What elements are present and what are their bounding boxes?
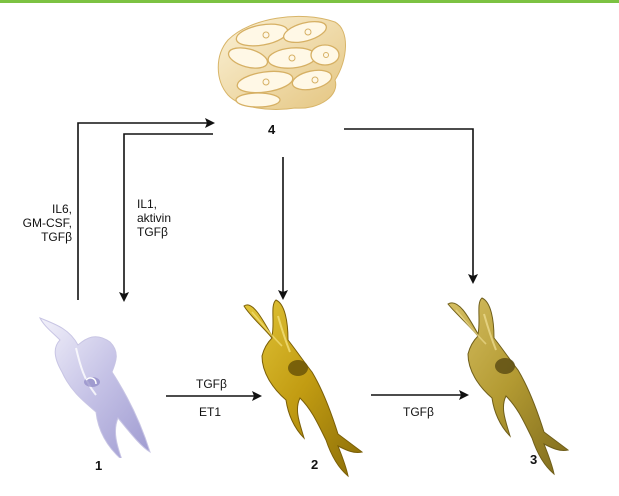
arrow-n4-to-n3 [344, 128, 478, 284]
node1-cell [38, 317, 151, 462]
edge-label-n1-n2-above: TGFβ [196, 377, 227, 391]
edge-label-n4-n1: IL1, aktivin TGFβ [137, 197, 171, 239]
edge-label-n1-n4: IL6, GM-CSF, TGFβ [4, 202, 72, 244]
node4-label-box [215, 113, 343, 147]
node1-label: 1 [95, 458, 103, 473]
edge-label-n4-n1-line3: TGFβ [137, 225, 168, 239]
edge-label-n1-n4-line1: IL6, [51, 202, 72, 216]
edge-label-n1-n2-below: ET1 [199, 405, 222, 419]
edge-label-n1-n4-line3: TGFβ [41, 230, 72, 244]
node4-cell-cluster [217, 16, 346, 110]
node1-label-box [61, 458, 171, 491]
node2-label: 2 [311, 457, 319, 472]
node2-cell [243, 299, 364, 478]
edge-label-n4-n1-line1: IL1, [137, 197, 158, 211]
top-band [0, 0, 619, 3]
edge-label-n4-n1-line2: aktivin [137, 211, 172, 225]
node3-cell [447, 297, 570, 476]
edge-label-n1-n4-line2: GM-CSF, [22, 216, 72, 230]
edge-label-n2-n3: TGFβ [403, 405, 434, 419]
node3-label: 3 [530, 452, 538, 467]
node4-label: 4 [268, 122, 276, 137]
arrow-n1-to-n4 [77, 118, 215, 300]
arrow-n4-to-n1 [119, 133, 213, 302]
